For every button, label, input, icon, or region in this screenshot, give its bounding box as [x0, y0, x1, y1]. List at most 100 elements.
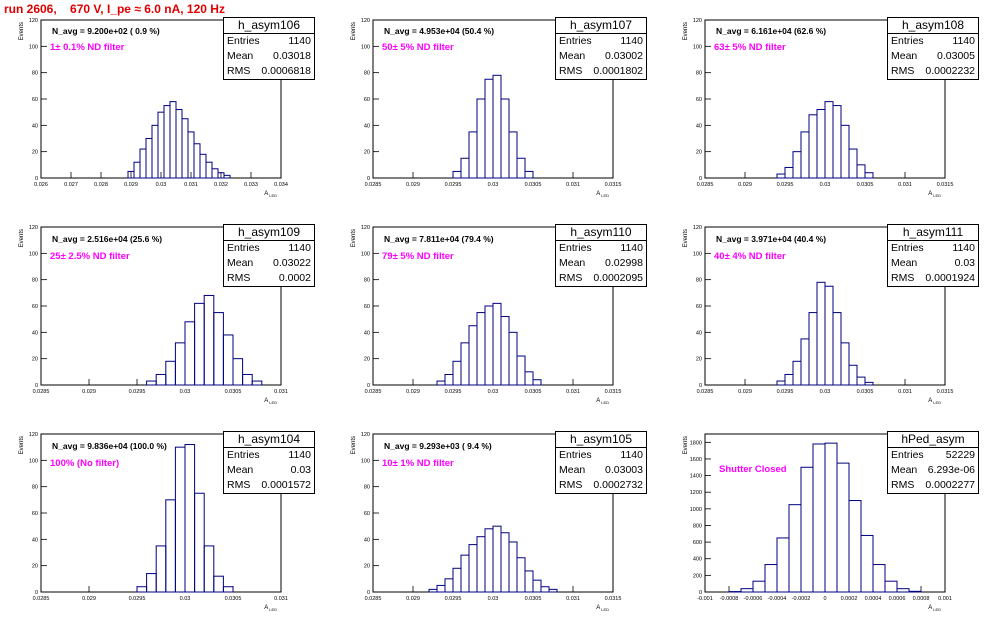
stats-mean-value: 0.03018	[273, 50, 311, 62]
histogram-panel-hPed_asym: 0 200 400 600 800 1000 1200 1400 1600 1800 -0.001 -…	[664, 414, 996, 621]
y-tick-label: 80	[32, 71, 38, 77]
y-tick-label: 60	[32, 304, 38, 310]
y-axis-title: Events	[19, 436, 25, 454]
stats-entries-label: Entries	[559, 242, 592, 254]
navg-label: N_avg = 2.516e+04 (25.6 %)	[52, 234, 163, 244]
histogram-bin	[444, 373, 454, 386]
histogram-bin	[824, 285, 834, 386]
y-tick-label: 80	[364, 485, 370, 491]
histogram-bin	[508, 541, 518, 593]
y-axis-title: Events	[351, 229, 357, 247]
y-tick-label: 400	[693, 557, 702, 563]
stats-entries-label: Entries	[227, 449, 260, 461]
histogram-bin	[174, 342, 186, 386]
histogram-plot: 0 20 40 60 80 100 120 0.0285 0.029 0.0295 0.03 0.03…	[19, 225, 288, 405]
y-tick-label: 40	[32, 537, 38, 543]
navg-label: N_avg = 3.971e+04 (40.4 %)	[716, 234, 827, 244]
histogram-bin	[232, 358, 244, 386]
x-tick-label: 0.0002	[841, 596, 858, 602]
x-tick-label: 0.0305	[225, 596, 242, 602]
histogram-bin	[824, 442, 838, 593]
histogram-bin	[540, 586, 550, 593]
x-tick-label: 0.0305	[225, 389, 242, 395]
histogram-bin	[808, 312, 818, 386]
y-tick-label: 60	[364, 511, 370, 517]
x-tick-label: 0.001	[938, 596, 952, 602]
x-tick-label: 0.0295	[445, 389, 462, 395]
histogram-bin	[476, 312, 486, 386]
histogram-bin	[251, 380, 263, 386]
histogram-bin	[500, 316, 510, 386]
histogram-bin	[832, 105, 842, 179]
stats-rms: RMS 0.0002232	[888, 64, 978, 79]
y-tick-label: 120	[361, 432, 370, 438]
stats-mean: Mean 0.03022	[224, 256, 314, 271]
y-tick-label: 1200	[690, 490, 702, 496]
histogram-bin	[532, 579, 542, 593]
x-tick-label: 0.0285	[365, 596, 382, 602]
x-tick-label: 0.0285	[33, 596, 50, 602]
histogram-bin	[194, 492, 205, 593]
stats-mean-label: Mean	[227, 257, 254, 269]
histogram-bin	[175, 109, 183, 179]
x-tick-label: 0.031	[898, 389, 912, 395]
stats-mean-label: Mean	[559, 257, 586, 269]
run-number: run 2606,	[4, 2, 57, 16]
x-tick-label: 0.0295	[777, 389, 794, 395]
x-axis-title-subscript: LED	[933, 193, 941, 198]
histogram-panel-h_asym110: 0 20 40 60 80 100 120 0.0285 0.029 0.0295 0.03 0.03…	[332, 207, 664, 414]
stats-entries: Entries 1140	[224, 448, 314, 463]
histogram-bins	[776, 281, 874, 386]
histogram-bin	[452, 360, 462, 386]
histogram-bin	[468, 544, 478, 593]
histogram-bins	[436, 302, 542, 386]
y-tick-label: 120	[29, 18, 38, 24]
histogram-bin	[776, 537, 790, 593]
x-axis-title-subscript: LED	[601, 193, 609, 198]
y-tick-label: 100	[361, 458, 370, 464]
y-tick-label: 120	[361, 225, 370, 231]
y-tick-label: 20	[32, 564, 38, 570]
stats-box: h_asym104 Entries 1140 Mean 0.03 RMS 0.0001572	[223, 431, 315, 494]
histogram-bin	[492, 525, 502, 593]
x-tick-label: 0	[823, 596, 826, 602]
histogram-bin	[157, 111, 165, 179]
histogram-plot: 0 200 400 600 800 1000 1200 1400 1600 1800 -0.001 -…	[683, 433, 952, 612]
y-tick-label: 200	[693, 573, 702, 579]
x-tick-label: 0.0295	[445, 596, 462, 602]
y-tick-label: 0	[699, 383, 702, 389]
stats-rms-value: 0.0001924	[925, 272, 975, 284]
histogram-bin	[213, 575, 224, 593]
x-tick-label: 0.0285	[365, 389, 382, 395]
stats-rms: RMS 0.0001572	[224, 478, 314, 493]
histogram-bin	[516, 355, 526, 386]
x-tick-label: 0.026	[34, 182, 48, 188]
x-tick-label: 0.029	[406, 596, 420, 602]
y-tick-label: 80	[364, 71, 370, 77]
stats-mean-label: Mean	[559, 50, 586, 62]
histogram-bin	[428, 588, 438, 593]
x-tick-label: 0.029	[82, 596, 96, 602]
stats-rms-label: RMS	[891, 479, 915, 491]
histogram-bin	[836, 462, 850, 593]
stats-rms-value: 0.0002095	[593, 272, 643, 284]
histogram-plot: 0 20 40 60 80 100 120 0.0285 0.029 0.0295 0.03 0.03…	[351, 225, 621, 405]
histogram-bin	[532, 379, 542, 386]
stats-box: h_asym111 Entries 1140 Mean 0.03 RMS 0.0001924	[887, 224, 979, 287]
histogram-bin	[184, 444, 196, 593]
x-tick-label: 0.032	[214, 182, 228, 188]
stats-rms-value: 0.0001802	[593, 65, 643, 77]
histogram-bin	[864, 172, 874, 179]
histogram-name: h_asym110	[556, 225, 646, 241]
x-tick-label: 0.0315	[605, 596, 622, 602]
y-axis-title: Events	[19, 229, 25, 247]
histogram-bin	[151, 124, 159, 179]
histogram-plot: 0 20 40 60 80 100 120 0.0285 0.029 0.0295 0.03 0.03…	[351, 18, 621, 198]
x-tick-label: -0.0004	[768, 596, 787, 602]
filter-label: 50± 5% ND filter	[382, 42, 454, 53]
stats-entries-value: 1140	[952, 242, 975, 254]
stats-entries-value: 1140	[288, 242, 311, 254]
y-tick-label: 60	[364, 97, 370, 103]
y-axis-title: Events	[19, 22, 25, 40]
histogram-bin	[444, 578, 454, 593]
